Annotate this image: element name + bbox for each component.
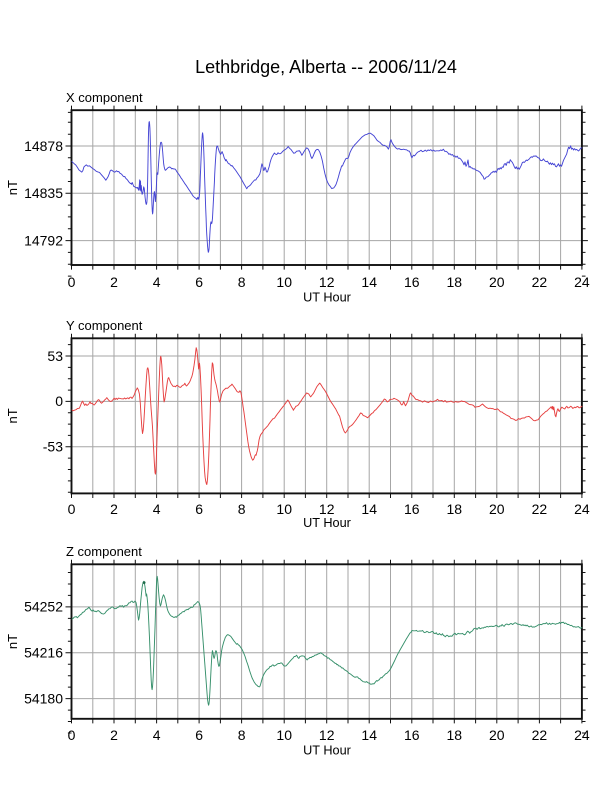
svg-text:10: 10 xyxy=(276,727,292,743)
svg-text:14: 14 xyxy=(361,274,377,290)
svg-text:6: 6 xyxy=(195,501,203,517)
svg-text:UT Hour: UT Hour xyxy=(303,291,351,305)
svg-text:8: 8 xyxy=(238,501,246,517)
svg-text:14792: 14792 xyxy=(24,232,63,248)
svg-text:0: 0 xyxy=(68,501,76,517)
svg-text:18: 18 xyxy=(447,727,463,743)
svg-text:10: 10 xyxy=(276,274,292,290)
svg-text:2: 2 xyxy=(110,727,118,743)
svg-text:2: 2 xyxy=(110,274,118,290)
svg-text:14: 14 xyxy=(361,727,377,743)
svg-text:53: 53 xyxy=(47,348,63,364)
svg-text:6: 6 xyxy=(195,274,203,290)
svg-text:22: 22 xyxy=(532,274,548,290)
svg-text:20: 20 xyxy=(489,727,505,743)
svg-text:nT: nT xyxy=(5,180,20,195)
svg-text:16: 16 xyxy=(404,274,420,290)
svg-text:54252: 54252 xyxy=(24,599,63,615)
svg-text:54216: 54216 xyxy=(24,645,63,661)
svg-text:24: 24 xyxy=(574,727,590,743)
svg-text:24: 24 xyxy=(574,501,590,517)
svg-text:nT: nT xyxy=(5,408,20,423)
svg-text:-53: -53 xyxy=(43,439,63,455)
svg-text:4: 4 xyxy=(153,274,161,290)
svg-text:16: 16 xyxy=(404,727,420,743)
svg-text:6: 6 xyxy=(195,727,203,743)
svg-text:UT Hour: UT Hour xyxy=(303,743,351,757)
svg-text:20: 20 xyxy=(489,274,505,290)
svg-text:12: 12 xyxy=(319,501,335,517)
svg-text:22: 22 xyxy=(532,727,548,743)
svg-text:0: 0 xyxy=(68,274,76,290)
svg-text:16: 16 xyxy=(404,501,420,517)
svg-text:54180: 54180 xyxy=(24,690,63,706)
svg-text:22: 22 xyxy=(532,501,548,517)
svg-text:14: 14 xyxy=(361,501,377,517)
svg-text:20: 20 xyxy=(489,501,505,517)
svg-text:Lethbridge, Alberta -- 2006/11: Lethbridge, Alberta -- 2006/11/24 xyxy=(195,57,457,77)
svg-text:18: 18 xyxy=(447,274,463,290)
svg-text:nT: nT xyxy=(5,634,20,649)
svg-text:2: 2 xyxy=(110,501,118,517)
svg-text:4: 4 xyxy=(153,501,161,517)
svg-text:4: 4 xyxy=(153,727,161,743)
svg-text:12: 12 xyxy=(319,727,335,743)
svg-text:12: 12 xyxy=(319,274,335,290)
svg-text:18: 18 xyxy=(447,501,463,517)
svg-text:Z component: Z component xyxy=(66,544,142,559)
svg-text:UT Hour: UT Hour xyxy=(303,516,351,530)
svg-text:Y component: Y component xyxy=(66,318,143,333)
svg-text:14835: 14835 xyxy=(24,185,63,201)
svg-text:0: 0 xyxy=(55,393,63,409)
svg-text:10: 10 xyxy=(276,501,292,517)
svg-text:X component: X component xyxy=(66,90,143,105)
svg-text:14878: 14878 xyxy=(24,138,63,154)
svg-text:0: 0 xyxy=(68,727,76,743)
svg-text:8: 8 xyxy=(238,274,246,290)
svg-text:8: 8 xyxy=(238,727,246,743)
svg-text:24: 24 xyxy=(574,274,590,290)
